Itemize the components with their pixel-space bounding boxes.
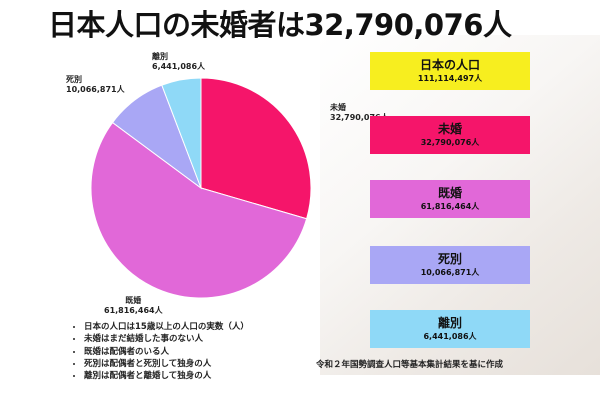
box-population-value: 111,114,497人 xyxy=(417,74,483,83)
pie-label-divorced-value: 6,441,086人 xyxy=(152,62,206,71)
box-widowed-value: 10,066,871人 xyxy=(420,268,480,277)
box-divorced: 離別 6,441,086人 xyxy=(370,310,530,348)
pie-label-married-name: 既婚 xyxy=(125,296,142,305)
box-population: 日本の人口 111,114,497人 xyxy=(370,52,530,90)
box-unmarried-name: 未婚 xyxy=(437,122,462,136)
box-divorced-value: 6,441,086人 xyxy=(423,332,477,341)
note-item: 既婚は配偶者のいる人 xyxy=(84,346,249,358)
box-widowed-name: 死別 xyxy=(437,252,462,266)
pie-label-unmarried-name: 未婚 xyxy=(330,103,346,112)
pie-label-widowed-name: 死別 xyxy=(66,75,82,84)
pie-label-divorced-name: 離別 xyxy=(152,52,168,61)
box-divorced-name: 離別 xyxy=(437,316,462,330)
note-item: 日本の人口は15歳以上の人口の実数（人） xyxy=(84,321,249,333)
pie-label-widowed: 死別 10,066,871人 xyxy=(66,75,125,95)
box-widowed: 死別 10,066,871人 xyxy=(370,246,530,284)
pie-label-divorced: 離別 6,441,086人 xyxy=(152,52,205,72)
box-married: 既婚 61,816,464人 xyxy=(370,180,530,218)
box-unmarried: 未婚 32,790,076人 xyxy=(370,116,530,154)
box-unmarried-value: 32,790,076人 xyxy=(420,138,480,147)
pie-label-unmarried-value: 32,790,076人 xyxy=(330,113,389,122)
note-item: 離別は配偶者と離婚して独身の人 xyxy=(84,370,249,382)
pie-label-unmarried: 未婚 32,790,076人 xyxy=(330,103,389,123)
box-married-name: 既婚 xyxy=(437,186,462,200)
pie-slice-divorced xyxy=(161,77,202,189)
box-population-name: 日本の人口 xyxy=(419,58,480,72)
pie-label-married: 既婚 61,816,464人 xyxy=(104,296,163,316)
note-item: 未婚はまだ結婚した事のない人 xyxy=(84,333,249,345)
pie-slice-unmarried xyxy=(200,77,312,220)
pie-label-married-value: 61,816,464人 xyxy=(104,306,163,315)
box-married-value: 61,816,464人 xyxy=(420,202,480,211)
note-item: 死別は配偶者と死別して独身の人 xyxy=(84,358,249,370)
pie-label-widowed-value: 10,066,871人 xyxy=(66,85,125,94)
page-title: 日本人口の未婚者は32,790,076人 xyxy=(48,8,512,42)
source-note: 令和２年国勢調査人口等基本集計結果を基に作成 xyxy=(316,360,504,370)
pie-slice-married xyxy=(90,121,308,299)
notes-list: 日本の人口は15歳以上の人口の実数（人） 未婚はまだ結婚した事のない人 既婚は配… xyxy=(72,321,249,382)
